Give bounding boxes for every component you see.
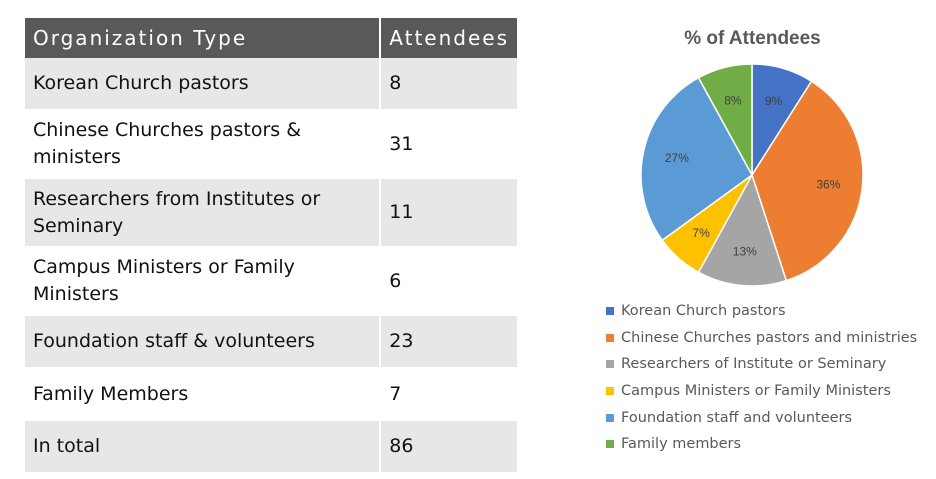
pie-data-label-1: 36% [816, 178, 840, 192]
legend-item: Researchers of Institute or Seminary [606, 351, 917, 378]
chart-title: % of Attendees [684, 28, 821, 49]
table-row: Family Members 7 [25, 367, 517, 421]
organization-type-cell: Foundation staff & volunteers [25, 316, 382, 367]
legend-item: Foundation staff and volunteers [606, 404, 917, 431]
organization-type-cell: Researchers from Institutes or Seminary [25, 179, 382, 246]
legend-swatch [606, 440, 614, 449]
legend-label: Family members [621, 436, 742, 453]
organization-type-cell: Family Members [25, 367, 382, 421]
header-attendees: Attendees [380, 18, 517, 58]
attendees-cell: 6 [380, 246, 517, 316]
attendees-cell: 23 [380, 316, 517, 367]
legend-item: Family members [606, 431, 917, 458]
attendee-table-container: Organization Type Attendees Korean Churc… [25, 18, 517, 472]
legend-item: Korean Church pastors [606, 298, 917, 325]
pie-data-label-5: 8% [724, 93, 742, 107]
pie-slice-2 [697, 173, 788, 287]
pie-data-label-3: 7% [692, 226, 710, 240]
table-row-total: In total 86 [25, 421, 517, 472]
legend-swatch [606, 333, 614, 342]
header-organization-type: Organization Type [25, 18, 382, 58]
attendees-cell: 11 [380, 179, 517, 246]
legend-swatch [606, 307, 614, 316]
total-value-cell: 86 [380, 421, 517, 472]
table-row: Researchers from Institutes or Seminary … [25, 179, 517, 246]
organization-type-cell: Korean Church pastors [25, 58, 382, 109]
chart-legend: Korean Church pastors Chinese Churches pa… [606, 298, 917, 458]
attendees-cell: 31 [380, 109, 517, 179]
pie-data-label-2: 13% [733, 245, 757, 259]
organization-type-cell: Campus Ministers or Family Ministers [25, 246, 382, 316]
pie-chart-panel: % of Attendees 9% 36% 13% 7% 27% 8% Korean Ch… [590, 0, 936, 479]
attendees-cell: 8 [380, 58, 517, 109]
pie-slice-5 [697, 63, 753, 176]
total-label-cell: In total [25, 421, 382, 472]
legend-swatch [606, 387, 614, 396]
legend-label: Researchers of Institute or Seminary [621, 356, 887, 373]
organization-type-cell: Chinese Churches pastors & ministers [25, 109, 382, 179]
pie-data-label-0: 9% [765, 94, 783, 108]
pie-data-label-4: 27% [665, 151, 689, 165]
table-row: Campus Ministers or Family Ministers 6 [25, 246, 517, 316]
legend-label: Campus Ministers or Family Ministers [621, 383, 891, 400]
pie-chart: 9% 36% 13% 7% 27% 8% [640, 63, 864, 287]
attendee-table: Organization Type Attendees Korean Churc… [25, 18, 517, 472]
table-row: Foundation staff & volunteers 23 [25, 316, 517, 367]
attendees-cell: 7 [380, 367, 517, 421]
legend-label: Korean Church pastors [621, 303, 786, 320]
legend-item: Campus Ministers or Family Ministers [606, 378, 917, 405]
legend-item: Chinese Churches pastors and ministries [606, 325, 917, 352]
table-row: Chinese Churches pastors & ministers 31 [25, 109, 517, 179]
pie-slice-1 [751, 80, 864, 282]
table-row: Korean Church pastors 8 [25, 58, 517, 109]
table-header-row: Organization Type Attendees [25, 18, 517, 58]
pie-slice-4 [640, 76, 753, 242]
legend-swatch [606, 360, 614, 369]
legend-label: Chinese Churches pastors and ministries [621, 329, 918, 346]
legend-label: Foundation staff and volunteers [621, 409, 853, 426]
legend-swatch [606, 413, 614, 422]
